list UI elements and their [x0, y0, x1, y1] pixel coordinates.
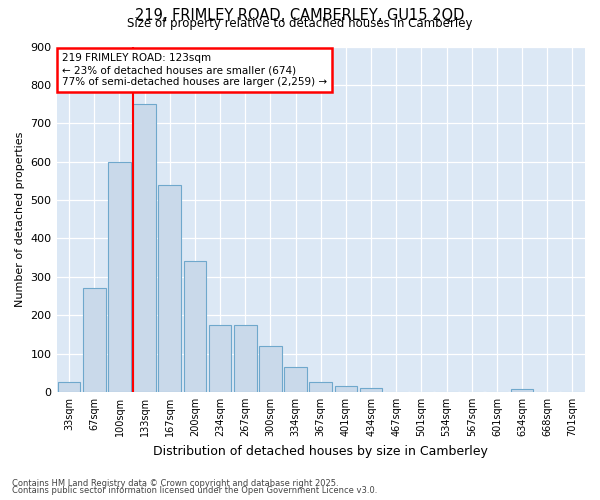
- Bar: [209, 325, 232, 392]
- X-axis label: Distribution of detached houses by size in Camberley: Distribution of detached houses by size …: [154, 444, 488, 458]
- Y-axis label: Number of detached properties: Number of detached properties: [15, 132, 25, 307]
- Bar: [310, 382, 332, 392]
- Bar: [234, 325, 257, 392]
- Text: 219 FRIMLEY ROAD: 123sqm
← 23% of detached houses are smaller (674)
77% of semi-: 219 FRIMLEY ROAD: 123sqm ← 23% of detach…: [62, 54, 327, 86]
- Text: 219, FRIMLEY ROAD, CAMBERLEY, GU15 2QD: 219, FRIMLEY ROAD, CAMBERLEY, GU15 2QD: [136, 8, 464, 22]
- Text: Contains HM Land Registry data © Crown copyright and database right 2025.: Contains HM Land Registry data © Crown c…: [12, 478, 338, 488]
- Bar: [259, 346, 282, 392]
- Text: Contains public sector information licensed under the Open Government Licence v3: Contains public sector information licen…: [12, 486, 377, 495]
- Bar: [511, 389, 533, 392]
- Bar: [158, 184, 181, 392]
- Bar: [335, 386, 357, 392]
- Text: Size of property relative to detached houses in Camberley: Size of property relative to detached ho…: [127, 18, 473, 30]
- Bar: [360, 388, 382, 392]
- Bar: [133, 104, 156, 392]
- Bar: [83, 288, 106, 392]
- Bar: [184, 262, 206, 392]
- Bar: [58, 382, 80, 392]
- Bar: [284, 367, 307, 392]
- Bar: [108, 162, 131, 392]
